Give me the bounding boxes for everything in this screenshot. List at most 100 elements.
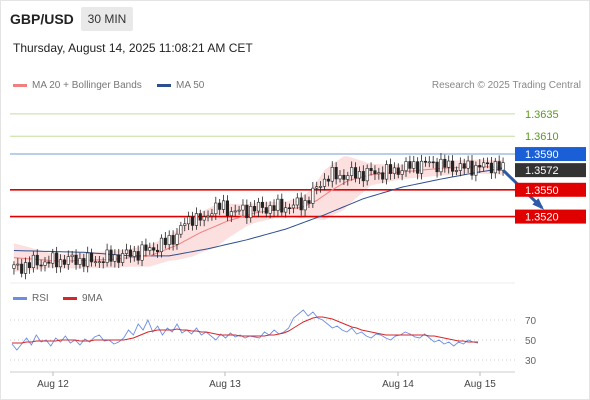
candle-body [105,249,109,263]
candle-body [493,161,497,174]
candle-body [20,263,24,274]
candle-body [140,244,144,261]
candle-body [156,249,160,252]
level-label-box-5 [515,209,586,224]
ma20-swatch [13,83,27,87]
candle-body [451,160,455,172]
candle-body [218,202,222,210]
candle-body [132,251,136,257]
level-label-box-2 [515,147,586,162]
candle-body [70,254,74,257]
candle-body [388,164,393,174]
candle-body [43,261,47,266]
rsi-panel: 70 50 30 [10,309,537,367]
candle-body [466,160,470,169]
ma9-swatch [63,296,77,300]
rsi-tick-50: 50 [525,336,537,347]
candle-body [447,160,451,168]
candle-body [443,158,447,168]
ma50-swatch [157,83,171,87]
candle-body [249,206,253,219]
research-credit: Research © 2025 Trading Central [431,80,581,91]
candle-body [396,167,400,175]
candle-body [315,186,319,189]
candle-body [152,247,156,251]
ma50-path [13,167,504,257]
level-label-4: 1.3550 [525,185,559,197]
candle-body [342,174,346,180]
candle-body [97,261,101,263]
candle-body [93,261,98,264]
candle-body [427,161,431,164]
candle-body [109,249,113,262]
candle-body [202,216,206,221]
candle-body [361,171,365,182]
candle-body [392,167,396,174]
rsi-tick-70: 70 [525,316,537,327]
candle-body [276,198,280,211]
candle-body [408,161,412,169]
candle-body [148,247,152,251]
candle-body [24,262,28,274]
candle-body [423,160,427,163]
candle-body [62,259,66,265]
candle-body [55,252,59,268]
candle-body [381,172,385,180]
candle-body [330,167,334,182]
ma50-label: MA 50 [176,80,205,91]
candle-body [198,213,202,221]
candle-body [237,209,241,212]
candle-body [136,251,140,261]
candle-body [78,258,82,265]
candle-body [303,200,307,211]
candle-body [35,254,39,266]
timestamp: Thursday, August 14, 2025 11:08:21 AM CE… [13,41,253,55]
candle-body [478,165,482,168]
candle-body [311,187,315,204]
candle-body [241,204,245,211]
candle-body [346,175,350,180]
candle-body [435,161,439,173]
candle-body [113,254,117,262]
timeframe-badge[interactable]: 30 MIN [81,7,133,31]
level-label-5: 1.3520 [525,212,559,224]
candle-body [167,235,171,245]
chart-header: GBP/USD 30 MIN [0,0,590,36]
level-label-2: 1.3590 [525,149,559,161]
candle-body [124,249,129,254]
candle-body [74,254,78,265]
candle-body [485,162,490,165]
candle-body [51,252,55,264]
legend-ma9: 9MA [63,293,103,304]
candle-body [256,201,261,212]
x-tick-label-0: Aug 12 [37,379,69,390]
candle-body [462,163,466,169]
candle-body [272,205,276,211]
candle-body [90,252,94,263]
candle-body [264,207,268,214]
candle-body [454,170,459,172]
candle-body [353,167,358,179]
candle-body [27,262,32,268]
level-label-box-4 [515,182,586,197]
legend-ma20: MA 20 + Bollinger Bands [13,80,142,91]
candle-body [338,174,342,180]
candle-body [419,160,424,174]
candle-body [82,258,86,267]
candle-body [470,160,474,176]
candle-body [497,161,501,171]
candle-body [385,164,389,180]
candle-body [357,171,361,179]
candle-body [431,161,435,164]
candle-body [39,264,43,267]
candle-body [280,198,284,213]
legend-rsi: RSI [13,293,49,304]
ma20-label: MA 20 + Bollinger Bands [32,80,142,91]
candle-body [183,223,187,226]
candle-body [117,254,121,263]
candle-body [299,197,303,211]
candle-body [175,233,179,245]
candle-body [47,261,51,264]
ma9-label: 9MA [82,293,103,304]
